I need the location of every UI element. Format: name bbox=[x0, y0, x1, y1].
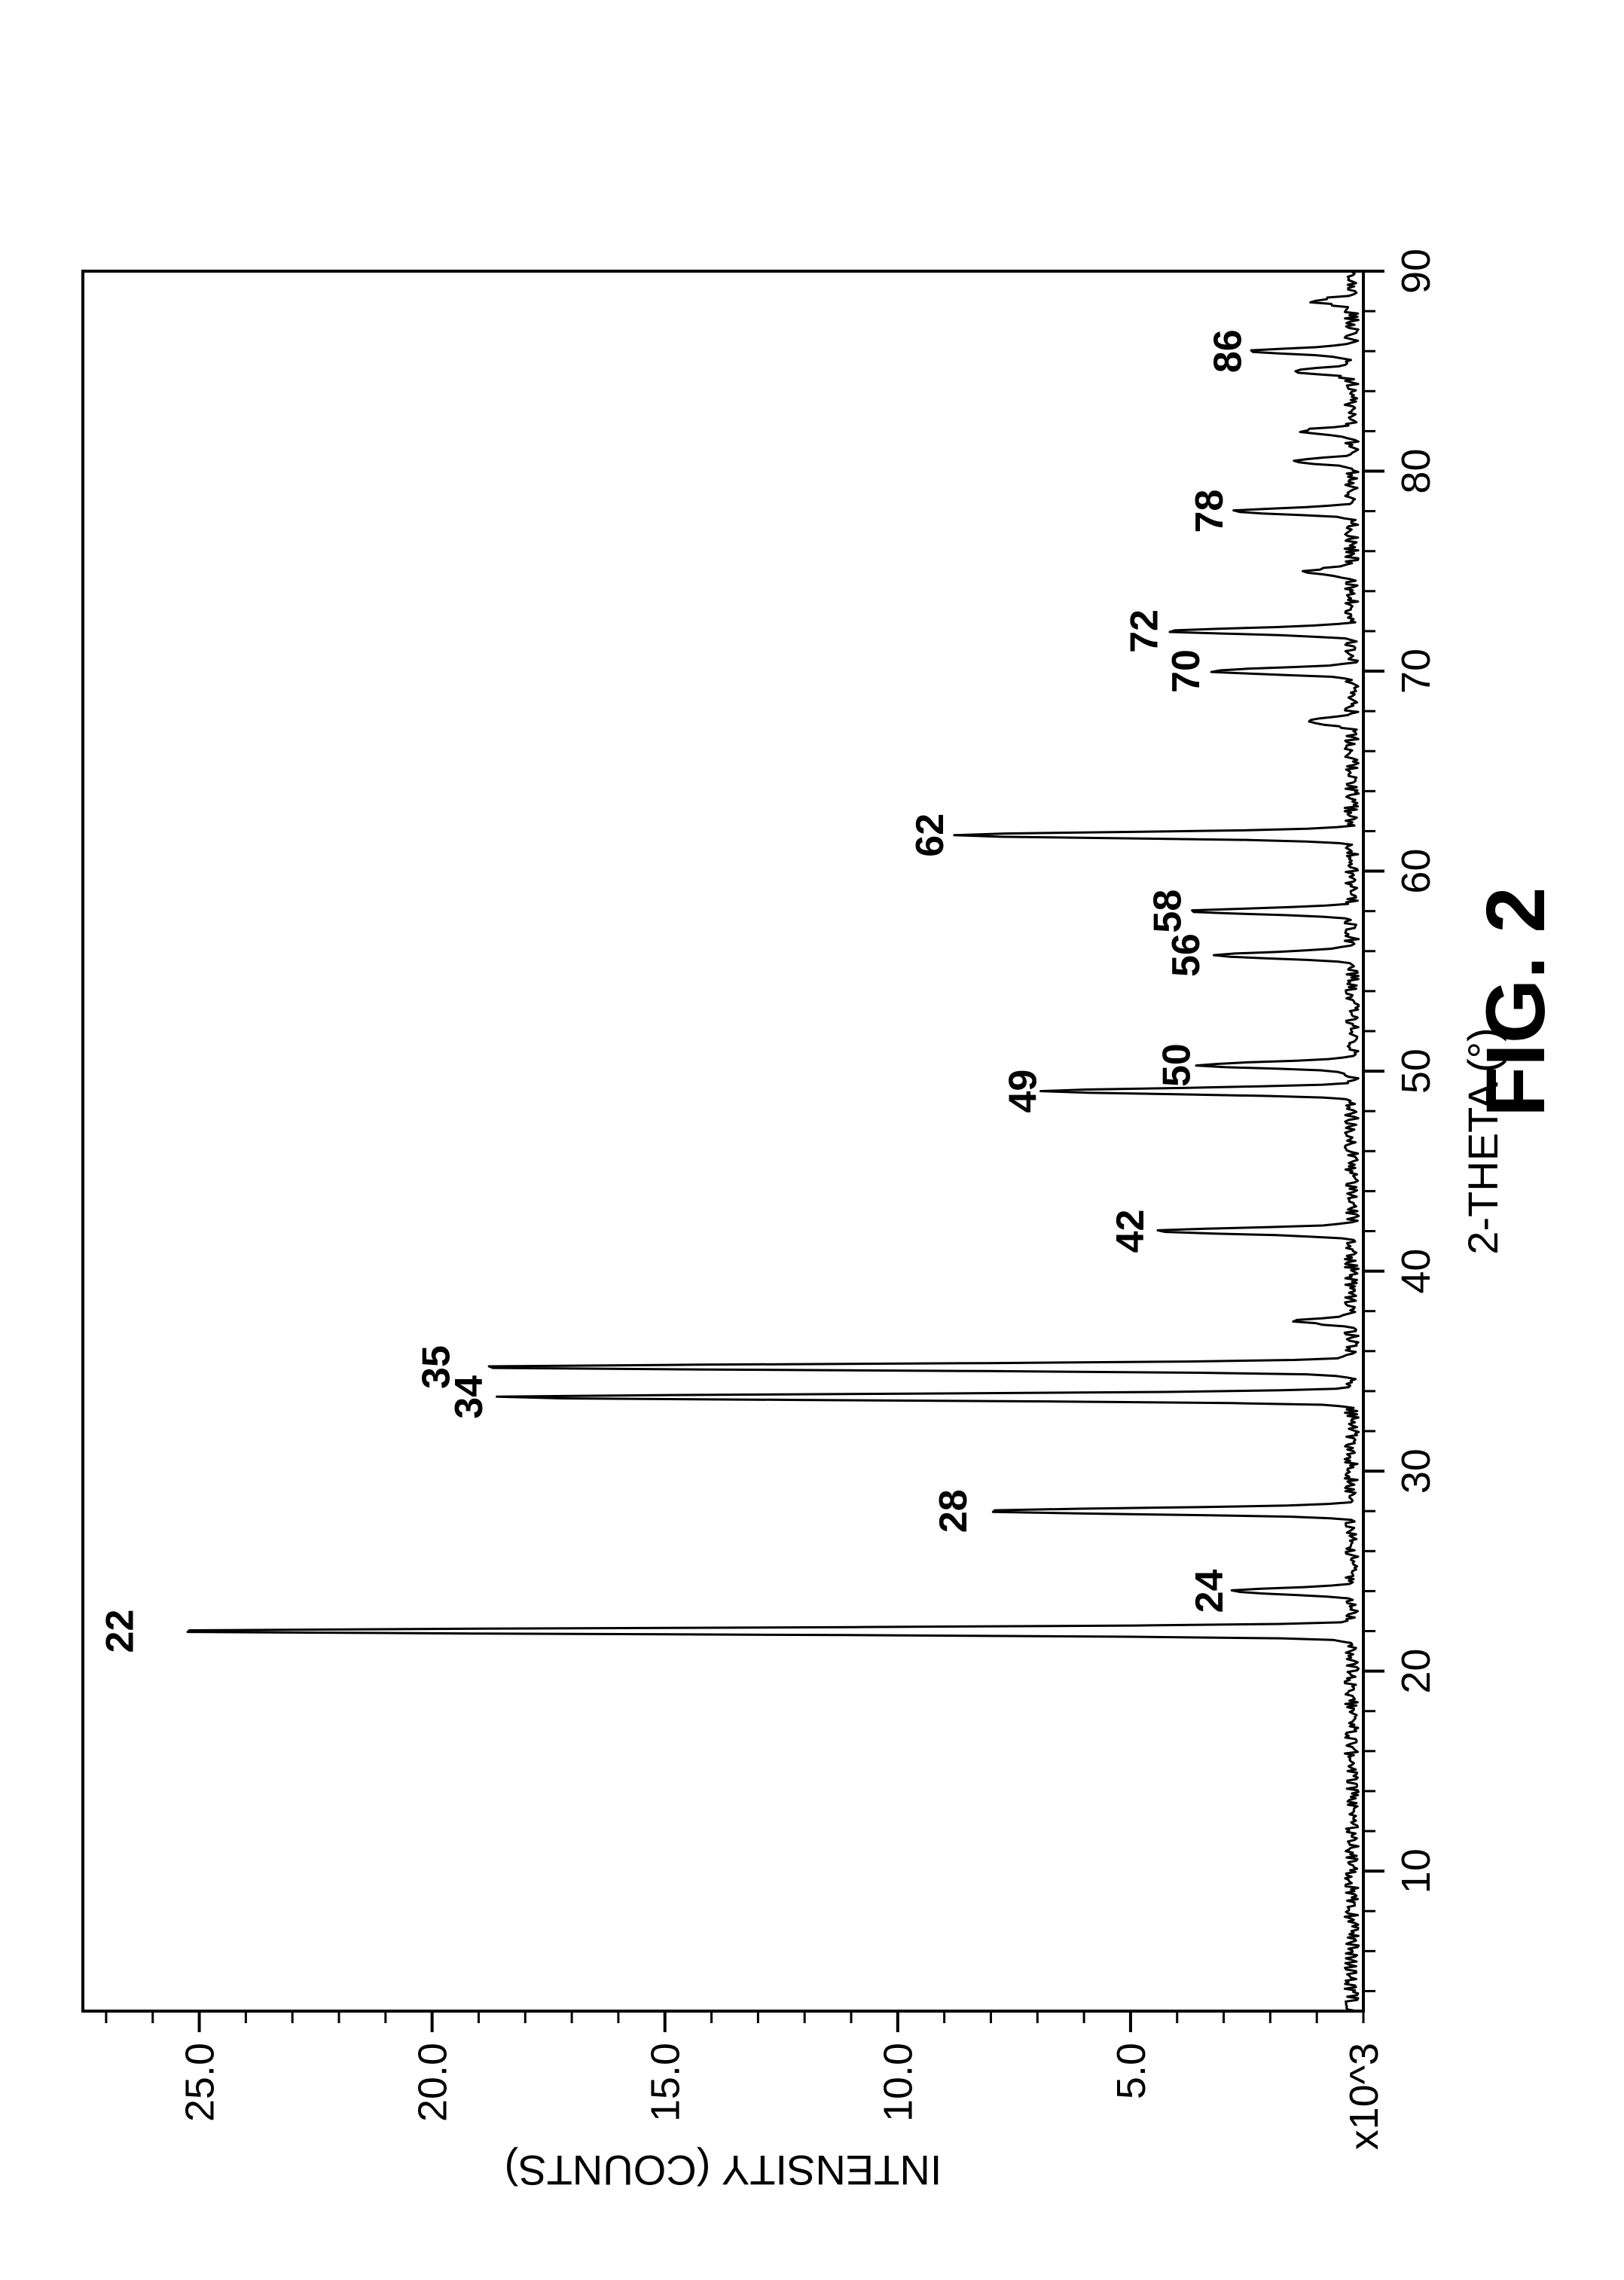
x-tick-label: 50 bbox=[1394, 1048, 1439, 1094]
y-tick-label: 20.0 bbox=[411, 2043, 456, 2122]
peak-label: 50 bbox=[1155, 1043, 1199, 1087]
peak-label: 56 bbox=[1165, 933, 1208, 977]
y-tick-label: 15.0 bbox=[643, 2043, 688, 2122]
peak-label: 24 bbox=[1188, 1569, 1232, 1613]
page: { "figure_label": "FIG. 2", "chart": { "… bbox=[0, 0, 1624, 2280]
x-tick-label: 80 bbox=[1394, 448, 1439, 493]
peak-label: 49 bbox=[1002, 1070, 1046, 1113]
y-tick-label: 10.0 bbox=[876, 2043, 921, 2122]
y-scale-text: x10^3 bbox=[1342, 2043, 1387, 2150]
x-tick-label: 60 bbox=[1394, 849, 1439, 894]
peak-label: 86 bbox=[1207, 329, 1250, 373]
chart-rotated-container: 1020304050607080902-THETA (°)5.010.015.0… bbox=[38, 226, 1559, 2260]
peak-label: 22 bbox=[98, 1610, 142, 1653]
xrd-chart: 1020304050607080902-THETA (°)5.010.015.0… bbox=[38, 226, 1559, 2260]
plot-frame bbox=[83, 271, 1363, 2011]
x-tick-label: 20 bbox=[1394, 1649, 1439, 1694]
y-tick-label: 5.0 bbox=[1109, 2043, 1154, 2099]
peak-label: 78 bbox=[1188, 490, 1232, 533]
figure-label: FIG. 2 bbox=[1470, 887, 1559, 1117]
x-tick-label: 10 bbox=[1394, 1848, 1439, 1894]
y-tick-label: 25.0 bbox=[177, 2043, 222, 2122]
spectrum-trace bbox=[188, 272, 1359, 2011]
peak-label: 58 bbox=[1146, 890, 1189, 933]
peak-label: 28 bbox=[932, 1489, 975, 1533]
peak-label: 72 bbox=[1122, 609, 1166, 653]
x-tick-label: 90 bbox=[1394, 249, 1439, 294]
peak-label: 42 bbox=[1109, 1210, 1152, 1253]
x-tick-label: 30 bbox=[1394, 1448, 1439, 1494]
y-axis-label: INTENSITY (COUNTS) bbox=[505, 2147, 942, 2194]
peak-label: 70 bbox=[1165, 649, 1208, 693]
peak-label: 35 bbox=[415, 1345, 459, 1389]
x-tick-label: 40 bbox=[1394, 1249, 1439, 1294]
x-tick-label: 70 bbox=[1394, 649, 1439, 694]
peak-label: 62 bbox=[908, 813, 952, 857]
